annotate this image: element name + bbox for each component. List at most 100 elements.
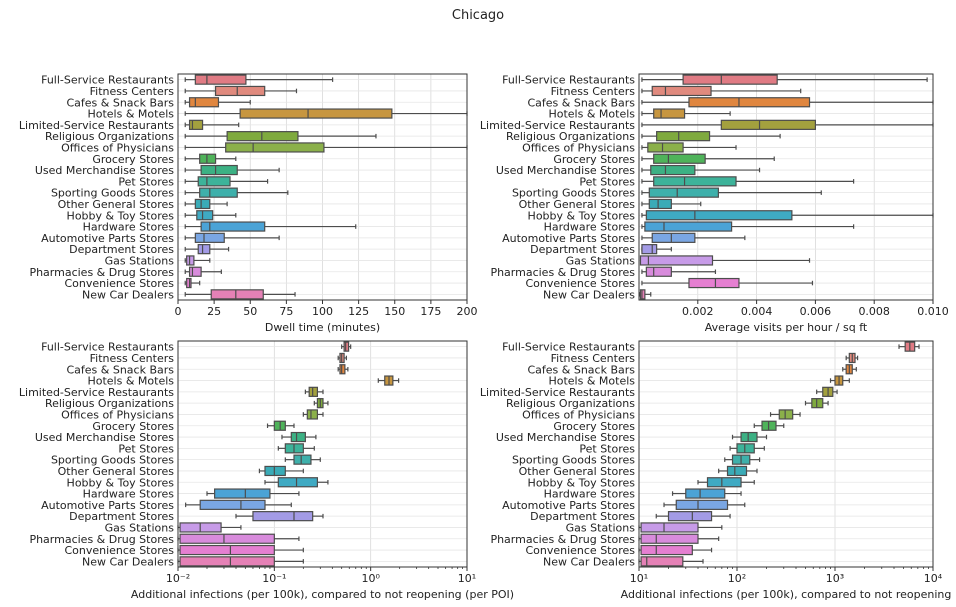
category-label: Hotels & Motels (87, 108, 174, 121)
category-label: Limited-Service Restaurants (480, 386, 635, 399)
box-iqr (645, 266, 672, 277)
box-hobby-toy-stores (264, 477, 329, 488)
x-tick-label: 50 (243, 305, 257, 318)
box-other-general-stores (718, 465, 758, 477)
box-pet-stores (729, 443, 765, 454)
x-tick-label: 10⁻¹ (262, 572, 286, 585)
box-iqr (778, 409, 794, 420)
category-label: Convenience Stores (525, 277, 635, 290)
box-iqr (225, 142, 325, 153)
box-department-stores (184, 244, 230, 255)
box-iqr (640, 544, 693, 556)
category-label: Religious Organizations (506, 397, 635, 410)
box-iqr (214, 85, 266, 97)
box-iqr (293, 454, 312, 465)
category-label: Automotive Parts Stores (502, 232, 635, 245)
box-iqr (640, 556, 684, 567)
category-label: Automotive Parts Stores (41, 499, 174, 512)
category-label: Hobby & Toy Stores (67, 209, 175, 222)
box-iqr (188, 266, 202, 277)
box-iqr (226, 131, 299, 142)
box-offices-of-physicians (184, 142, 468, 153)
box-department-stores (655, 511, 731, 522)
box-used-merchandise-stores (731, 431, 768, 443)
box-iqr (200, 164, 238, 176)
x-tick-label: 0.002 (682, 305, 714, 318)
box-iqr (648, 198, 672, 210)
box-full-service-restaurants (184, 74, 334, 85)
x-tick-label: 0.004 (741, 305, 773, 318)
box-fitness-centers (845, 352, 859, 364)
category-label: Pharmacies & Drug Stores (490, 533, 635, 546)
box-iqr (688, 97, 811, 108)
category-label: Hardware Stores (544, 221, 636, 234)
box-iqr (648, 187, 719, 198)
box-pet-stores (641, 176, 855, 187)
box-religious-organizations (313, 398, 329, 409)
box-sporting-goods-stores (641, 187, 822, 198)
box-iqr (339, 364, 346, 375)
category-label: Limited-Service Restaurants (480, 119, 635, 132)
box-hotels-motels (377, 375, 400, 386)
box-cafes-snack-bars (842, 364, 857, 375)
box-hotels-motels (184, 108, 468, 119)
box-offices-of-physicians (302, 409, 324, 420)
box-iqr (179, 556, 275, 567)
box-iqr (199, 187, 238, 198)
box-iqr (188, 119, 204, 130)
box-pet-stores (277, 443, 315, 454)
category-label: Full-Service Restaurants (41, 341, 174, 354)
category-label: Used Merchandise Stores (35, 164, 174, 177)
category-label: Grocery Stores (92, 153, 174, 166)
category-label: Department Stores (530, 243, 635, 256)
box-offices-of-physicians (641, 142, 737, 153)
category-label: New Car Dealers (543, 555, 635, 568)
box-iqr (726, 465, 748, 477)
box-iqr (194, 198, 211, 210)
box-convenience-stores (638, 544, 713, 556)
box-cafes-snack-bars (337, 364, 349, 375)
box-department-stores (641, 244, 672, 255)
category-label: Religious Organizations (45, 130, 174, 143)
box-offices-of-physicians (769, 409, 801, 420)
box-gas-stations (184, 255, 211, 266)
category-label: Gas Stations (566, 254, 636, 267)
category-label: Pet Stores (579, 175, 635, 188)
category-label: Pet Stores (118, 442, 174, 455)
category-label: Pharmacies & Drug Stores (29, 266, 174, 279)
box-convenience-stores (184, 277, 201, 289)
category-label: Hobby & Toy Stores (67, 476, 175, 489)
box-pharmacies-drug-stores (184, 266, 222, 277)
category-label: Other General Stores (519, 465, 636, 478)
box-limited-service-restaurants (184, 119, 240, 130)
category-label: Hobby & Toy Stores (528, 476, 636, 489)
box-department-stores (235, 511, 324, 522)
box-full-service-restaurants (641, 74, 928, 85)
box-fitness-centers (337, 352, 348, 364)
x-axis-label: Dwell time (minutes) (265, 321, 380, 334)
category-label: Cafes & Snack Bars (66, 96, 174, 109)
box-iqr (650, 164, 696, 176)
box-used-merchandise-stores (184, 164, 280, 176)
box-cafes-snack-bars (184, 97, 251, 108)
box-iqr (653, 176, 737, 187)
box-sporting-goods-stores (724, 454, 761, 465)
box-grocery-stores (184, 153, 237, 164)
box-automotive-parts-stores (185, 499, 292, 510)
axes-frame (638, 73, 934, 301)
box-new-car-dealers (638, 556, 704, 567)
category-label: Hardware Stores (83, 488, 175, 501)
box-hobby-toy-stores (697, 477, 755, 488)
x-tick-label: 200 (457, 305, 478, 318)
box-pharmacies-drug-stores (641, 266, 717, 277)
axes-frame (638, 340, 934, 568)
box-hotels-motels (829, 375, 850, 386)
box-other-general-stores (184, 198, 228, 210)
category-label: Gas Stations (566, 521, 636, 534)
category-label: Grocery Stores (553, 420, 635, 433)
category-label: Offices of Physicians (61, 141, 174, 154)
category-label: Other General Stores (58, 198, 175, 211)
box-sporting-goods-stores (184, 187, 289, 198)
